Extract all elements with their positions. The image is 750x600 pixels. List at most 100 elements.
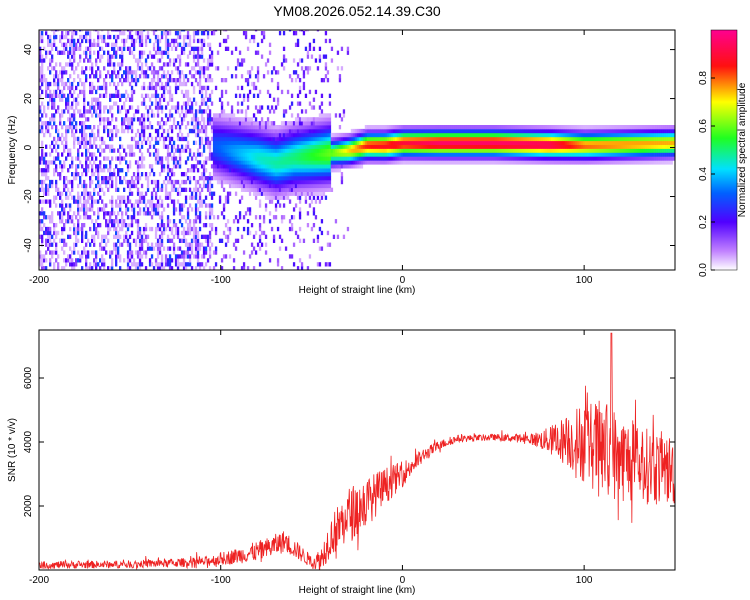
spectrogram-cell	[308, 148, 312, 153]
spectrogram-cell	[128, 215, 132, 220]
spectrogram-cell	[290, 183, 294, 189]
spectrogram-cell	[454, 148, 458, 153]
spectrogram-cell	[61, 74, 64, 79]
spectrogram-cell	[130, 250, 134, 255]
spectrogram-cell	[220, 211, 224, 216]
spectrogram-cell	[274, 187, 278, 192]
spectrogram-cell	[81, 70, 84, 75]
spectrogram-cell	[358, 148, 362, 153]
spectrogram-cell	[212, 132, 216, 138]
spectrogram-cell	[264, 250, 268, 255]
spectrogram-cell	[210, 117, 214, 122]
spectrogram-cell	[99, 136, 102, 142]
spectrogram-cell	[63, 70, 66, 75]
spectrogram-cell	[188, 109, 192, 114]
spectrogram-cell	[330, 46, 334, 51]
spectrogram-cell	[182, 101, 186, 106]
spectrogram-cell	[374, 140, 378, 145]
spectrogram-cell	[418, 144, 422, 149]
spectrogram-cell	[438, 140, 442, 145]
spectrogram-cell	[186, 140, 190, 145]
spectrogram-cell	[71, 128, 74, 134]
spectrogram-cell	[208, 230, 212, 236]
spectrogram-cell	[152, 266, 156, 270]
spectrogram-cell	[43, 199, 46, 204]
spectrogram-cell	[472, 152, 476, 157]
spectrogram-cell	[158, 85, 162, 91]
spectrogram-cell	[240, 62, 244, 67]
spectrogram-cell	[170, 258, 174, 263]
spectrogram-cell	[132, 46, 136, 51]
spectrogram-cell	[196, 128, 200, 134]
spectrogram-cell	[296, 125, 300, 130]
spectrogram-cell	[172, 42, 176, 47]
spectrogram-cell	[57, 85, 60, 91]
spectrogram-cell	[87, 140, 90, 145]
spectrogram-cell	[268, 109, 272, 114]
spectrogram-cell	[318, 148, 322, 153]
spectrogram-cell	[236, 109, 240, 114]
spectrogram-cell	[292, 132, 296, 138]
spectrogram-cell	[192, 66, 196, 71]
spectrogram-cell	[328, 117, 332, 122]
spectrogram-cell	[230, 117, 234, 122]
spectrogram-cell	[97, 50, 100, 55]
spectrogram-cell	[332, 164, 336, 169]
spectrogram-cell	[142, 199, 146, 204]
spectrogram-cell	[432, 140, 436, 145]
spectrogram-cell	[308, 42, 312, 47]
spectrogram-cell	[304, 156, 308, 161]
spectrogram-cell	[446, 156, 450, 161]
spectrogram-cell	[148, 262, 152, 267]
spectrogram-cell	[154, 258, 158, 263]
spectrogram-cell	[170, 168, 174, 173]
spectrogram-cell	[61, 191, 64, 196]
spectrogram-cell	[348, 140, 352, 145]
spectrogram-cell	[186, 132, 190, 138]
spectrogram-cell	[336, 156, 340, 161]
spectrogram-cell	[340, 156, 344, 161]
spectrogram-cell	[101, 254, 104, 259]
spectrogram-cell	[440, 156, 444, 161]
spectrogram-cell	[184, 254, 188, 259]
spectrogram-cell	[71, 34, 74, 40]
spectrogram-cell	[101, 140, 104, 145]
spectrogram-cell	[280, 136, 284, 142]
spectrogram-cell	[63, 187, 66, 192]
spectrogram-cell	[490, 144, 493, 149]
spectrogram-cell	[168, 78, 172, 83]
spectrogram-cell	[142, 164, 146, 169]
spectrogram-cell	[166, 117, 170, 122]
spectrogram-cell	[39, 125, 42, 130]
spectrogram-cell	[430, 136, 434, 142]
spectrogram-cell	[324, 54, 328, 59]
spectrogram-cell	[494, 132, 497, 138]
spectrogram-cell	[248, 183, 252, 189]
spectrogram-cell	[260, 132, 264, 138]
spectrogram-cell	[47, 125, 50, 130]
spectrogram-cell	[336, 50, 340, 55]
spectrogram-cell	[210, 62, 214, 67]
spectrogram-cell	[190, 242, 194, 247]
spectrogram-cell	[101, 54, 104, 59]
spectrogram-cell	[186, 215, 190, 220]
spectrogram-cell	[226, 144, 230, 149]
spectrogram-cell	[176, 136, 180, 142]
spectrogram-cell	[272, 238, 276, 243]
spectrogram-cell	[77, 93, 80, 98]
spectrogram-cell	[226, 176, 230, 181]
spectrogram-cell	[206, 258, 210, 263]
spectrogram-cell	[288, 254, 292, 259]
spectrogram-cell	[176, 179, 180, 185]
spectrogram-cell	[162, 266, 166, 270]
spectrogram-cell	[47, 85, 50, 91]
spectrogram-cell	[230, 132, 234, 138]
spectrogram-cell	[87, 168, 90, 173]
spectrogram-cell	[476, 132, 479, 138]
spectrogram-cell	[160, 183, 164, 189]
spectrogram-cell	[380, 148, 384, 153]
spectrogram-cell	[95, 70, 98, 75]
spectrogram-cell	[332, 140, 336, 145]
spectrogram-cell	[202, 66, 206, 71]
spectrogram-cell	[123, 42, 126, 47]
